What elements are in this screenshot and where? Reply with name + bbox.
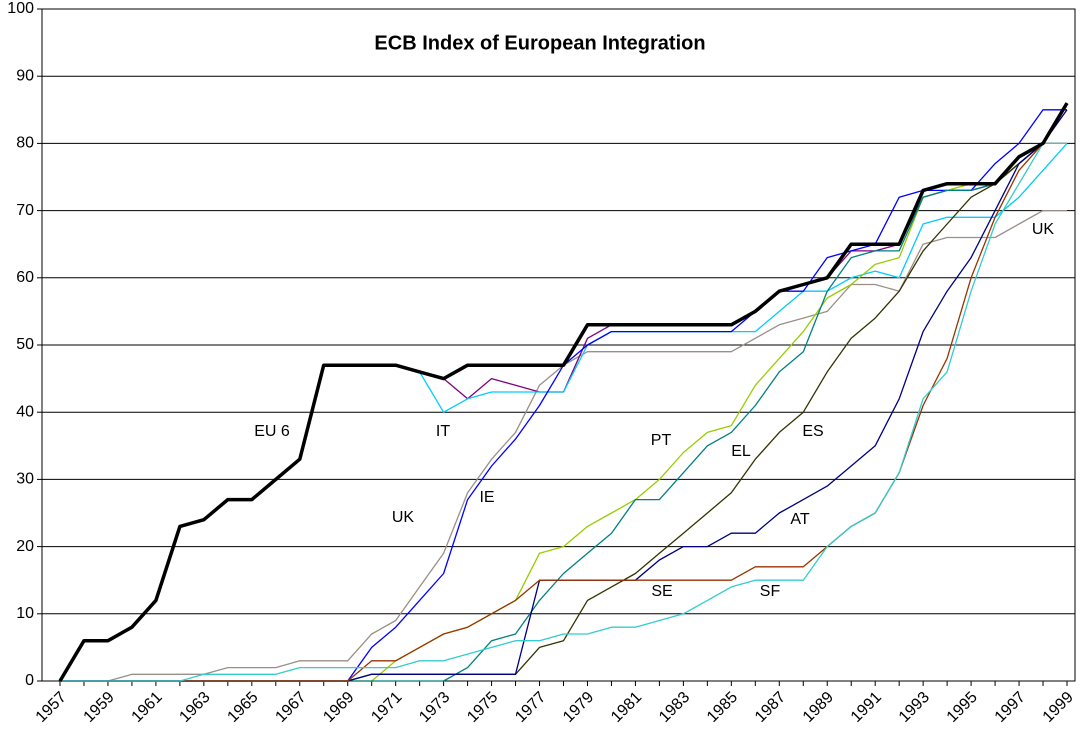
series-annotation: IT [436, 423, 450, 440]
x-tick-label: 1969 [320, 689, 357, 726]
y-tick-label: 60 [16, 269, 34, 286]
series-annotation: SE [651, 583, 672, 600]
y-tick-label: 20 [16, 538, 34, 555]
series-annotation: AT [790, 511, 809, 528]
series-line [60, 109, 1068, 682]
x-tick-label: 1999 [1040, 689, 1077, 726]
series-annotation: EU 6 [254, 423, 290, 440]
y-tick-label: 70 [16, 202, 34, 219]
x-tick-label: 1975 [464, 689, 501, 726]
series-line [60, 142, 1067, 682]
series-annotation: EL [731, 443, 751, 460]
y-tick-label: 50 [16, 336, 34, 353]
series-annotation: UK [1032, 221, 1055, 238]
x-tick-label: 1997 [992, 689, 1029, 726]
series-line [60, 209, 1067, 682]
x-tick-label: 1989 [800, 689, 837, 726]
plot-frame [41, 8, 1076, 682]
y-tick-label: 30 [16, 471, 34, 488]
x-tick-label: 1979 [560, 689, 597, 726]
series-annotation: SF [760, 583, 781, 600]
series-line [60, 109, 1067, 682]
x-tick-label: 1957 [33, 689, 70, 726]
y-tick-label: 10 [16, 605, 34, 622]
x-tick-label: 1961 [129, 689, 166, 726]
series-line [419, 142, 1068, 413]
x-tick-label: 1973 [416, 689, 453, 726]
y-tick-label: 0 [25, 672, 34, 689]
plot: 0 10 20 30 40 50 60 70 80 90 100 1957 1959 1961 1963 19… [7, 0, 1077, 726]
series-annotation: ES [802, 423, 823, 440]
series-annotation: IE [479, 489, 494, 506]
x-tick-label: 1983 [656, 689, 693, 726]
chart-title: ECB Index of European Integration [374, 32, 705, 54]
y-tick-label: 80 [16, 135, 34, 152]
x-tick-label: 1987 [752, 689, 789, 726]
x-tick-label: 1967 [272, 689, 309, 726]
x-tick-label: 1985 [704, 689, 741, 726]
x-tick-label: 1977 [512, 689, 549, 726]
y-tick-label: 40 [16, 403, 34, 420]
y-tick-label: 100 [7, 0, 34, 17]
series-annotation: PT [651, 432, 672, 449]
x-tick-label: 1963 [176, 689, 213, 726]
series-line [58, 102, 1069, 682]
x-tick-label: 1995 [944, 689, 981, 726]
x-tick-label: 1971 [368, 689, 405, 726]
x-tick-label: 1981 [608, 689, 645, 726]
y-tick-label: 90 [16, 67, 34, 84]
x-tick-label: 1959 [81, 689, 118, 726]
x-tick-label: 1993 [896, 689, 933, 726]
x-tick-label: 1965 [224, 689, 261, 726]
x-tick-label: 1991 [848, 689, 885, 726]
series-annotation: UK [392, 509, 415, 526]
